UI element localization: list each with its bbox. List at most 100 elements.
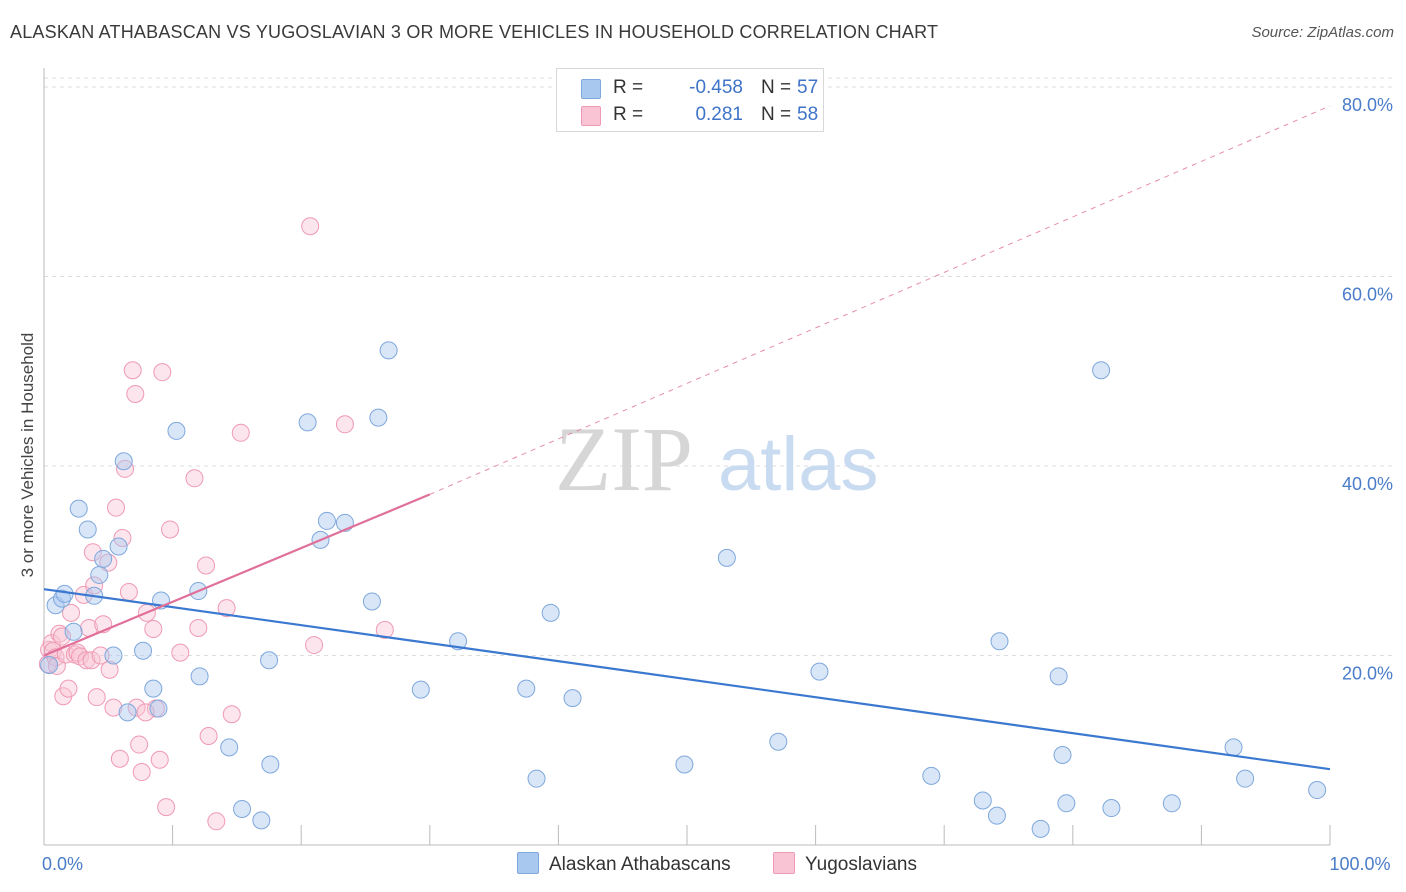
data-point-athabascan	[149, 699, 168, 718]
trend-line-yugoslavian	[43, 493, 431, 657]
data-point-athabascan	[69, 499, 88, 518]
data-point-yugoslavian	[301, 217, 320, 236]
data-point-athabascan	[675, 755, 694, 774]
data-point-yugoslavian	[116, 459, 135, 478]
data-point-athabascan	[104, 646, 123, 665]
data-point-athabascan	[261, 755, 280, 774]
athabascan-swatch	[581, 79, 601, 99]
data-point-athabascan	[411, 680, 430, 699]
source-credit: Source: ZipAtlas.com	[1251, 24, 1394, 41]
data-point-athabascan	[563, 689, 582, 708]
data-point-yugoslavian	[217, 599, 236, 618]
tick-labels: 20.0% 40.0% 60.0% 80.0% 0.0% 100.0%	[42, 95, 1393, 874]
data-point-yugoslavian	[123, 361, 142, 380]
data-point-athabascan	[220, 738, 239, 757]
data-point-yugoslavian	[50, 624, 69, 643]
n-label: N =	[761, 77, 792, 98]
legend-item-athabascan[interactable]: Alaskan Athabascans	[517, 852, 731, 876]
y-tick-label: 40.0%	[1342, 474, 1393, 494]
data-point-athabascan	[260, 651, 279, 670]
data-point-athabascan	[362, 592, 381, 611]
data-point-athabascan	[769, 732, 788, 751]
y-tick-label: 60.0%	[1342, 284, 1393, 304]
data-point-athabascan	[252, 811, 271, 830]
data-point-yugoslavian	[144, 619, 163, 638]
data-point-yugoslavian	[53, 627, 72, 646]
data-point-yugoslavian	[77, 651, 96, 670]
watermark-zip: ZIP	[555, 408, 693, 510]
data-point-athabascan	[810, 662, 829, 681]
data-point-athabascan	[94, 549, 113, 568]
data-point-yugoslavian	[110, 749, 129, 768]
data-point-yugoslavian	[207, 812, 226, 831]
yugoslavian-swatch	[581, 106, 601, 126]
data-point-yugoslavian	[153, 363, 172, 382]
legend-item-yugoslavian[interactable]: Yugoslavians	[773, 852, 917, 876]
legend-label: Alaskan Athabascans	[549, 854, 731, 875]
data-point-athabascan	[78, 520, 97, 539]
data-point-athabascan	[1308, 781, 1327, 800]
yugoslavian-points	[38, 217, 394, 831]
data-point-athabascan	[144, 679, 163, 698]
data-point-athabascan	[118, 703, 137, 722]
data-point-yugoslavian	[82, 651, 101, 670]
data-point-athabascan	[1053, 745, 1072, 764]
data-point-yugoslavian	[335, 415, 354, 434]
stats-box: R = -0.458 N = 57 R = 0.281 N = 58	[556, 68, 824, 132]
data-point-yugoslavian	[59, 679, 78, 698]
data-point-yugoslavian	[161, 520, 180, 539]
data-point-athabascan	[90, 565, 109, 584]
chart-title: ALASKAN ATHABASCAN VS YUGOSLAVIAN 3 OR M…	[10, 22, 939, 42]
data-point-yugoslavian	[87, 688, 106, 707]
data-point-athabascan	[114, 452, 133, 471]
data-point-yugoslavian	[231, 423, 250, 442]
data-point-athabascan	[233, 799, 252, 818]
grid-lines	[44, 77, 1392, 656]
athabascan-points	[40, 341, 1327, 838]
data-point-athabascan	[64, 622, 83, 641]
data-point-athabascan	[369, 408, 388, 427]
n-label: N =	[761, 104, 792, 125]
data-point-athabascan	[1057, 794, 1076, 813]
data-point-athabascan	[1031, 819, 1050, 838]
data-point-yugoslavian	[305, 636, 324, 655]
y-tick-label: 80.0%	[1342, 95, 1393, 115]
data-point-yugoslavian	[222, 705, 241, 724]
trend-line-yugoslavian-extrapolated	[429, 105, 1331, 495]
data-point-yugoslavian	[38, 655, 57, 674]
data-point-yugoslavian	[113, 528, 132, 547]
data-point-athabascan	[1092, 361, 1111, 380]
data-point-athabascan	[379, 341, 398, 360]
r-label: R =	[613, 77, 644, 98]
data-point-yugoslavian	[107, 498, 126, 517]
data-point-athabascan	[109, 537, 128, 556]
trend-lines	[43, 105, 1331, 771]
r-label: R =	[613, 104, 644, 125]
x-tick-label: 100.0%	[1329, 854, 1390, 874]
n-value: 58	[797, 104, 819, 125]
data-point-yugoslavian	[62, 603, 81, 622]
data-point-yugoslavian	[100, 660, 119, 679]
data-point-yugoslavian	[132, 763, 151, 782]
data-point-athabascan	[1049, 667, 1068, 686]
data-point-athabascan	[40, 655, 59, 674]
data-point-yugoslavian	[130, 735, 149, 754]
data-point-yugoslavian	[157, 798, 176, 817]
data-point-athabascan	[1236, 769, 1255, 788]
data-point-athabascan	[527, 769, 546, 788]
data-point-yugoslavian	[185, 469, 204, 488]
n-value: 57	[797, 77, 819, 98]
data-point-yugoslavian	[85, 576, 104, 595]
data-point-athabascan	[517, 679, 536, 698]
data-point-athabascan	[1162, 794, 1181, 813]
data-point-athabascan	[922, 766, 941, 785]
data-point-yugoslavian	[197, 556, 216, 575]
data-point-yugoslavian	[104, 698, 123, 717]
legend-label: Yugoslavians	[805, 854, 917, 875]
data-point-yugoslavian	[150, 750, 169, 769]
data-point-athabascan	[1224, 738, 1243, 757]
data-point-athabascan	[973, 791, 992, 810]
data-point-athabascan	[1102, 799, 1121, 818]
data-point-athabascan	[134, 641, 153, 660]
data-point-yugoslavian	[375, 620, 394, 639]
